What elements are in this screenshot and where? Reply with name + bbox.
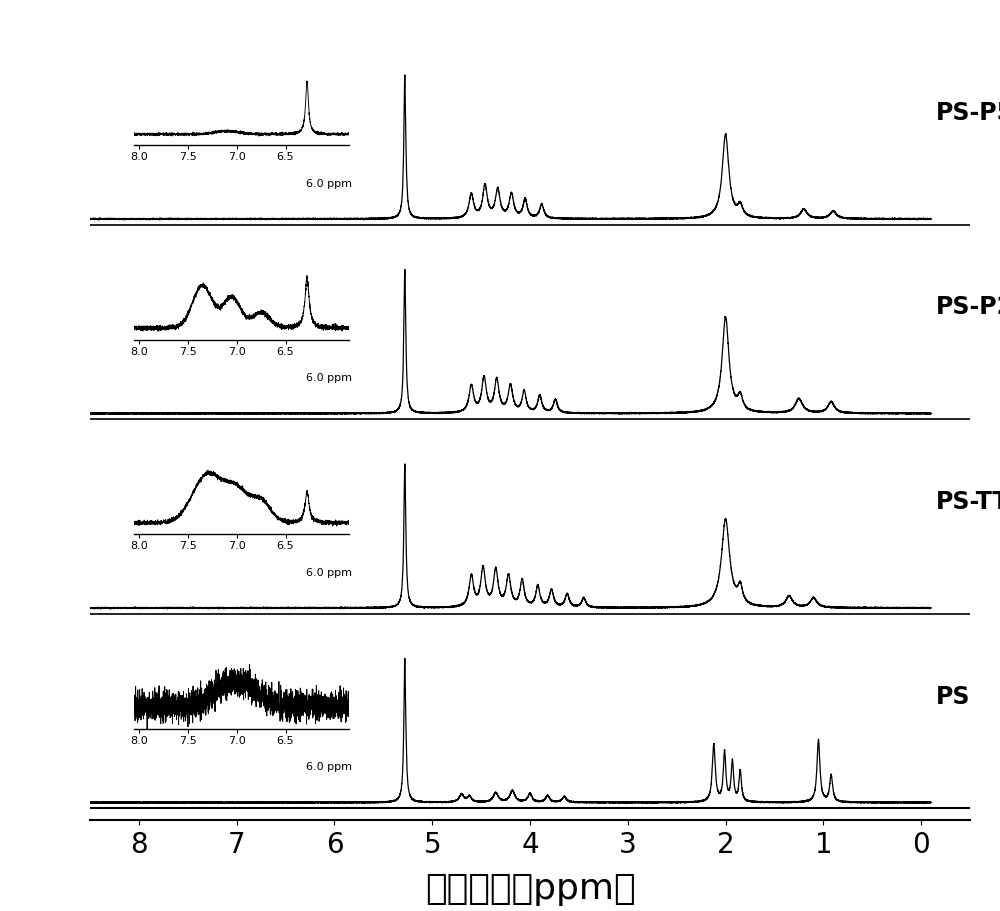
Text: 6.0 ppm: 6.0 ppm bbox=[306, 762, 352, 772]
Text: PS: PS bbox=[936, 684, 970, 708]
Text: PS-P2K-TT: PS-P2K-TT bbox=[936, 295, 1000, 319]
X-axis label: 化学漂移（ppm）: 化学漂移（ppm） bbox=[425, 872, 635, 906]
Text: 6.0 ppm: 6.0 ppm bbox=[306, 567, 352, 577]
Text: PS-TT: PS-TT bbox=[936, 489, 1000, 514]
Text: 6.0 ppm: 6.0 ppm bbox=[306, 179, 352, 189]
Text: PS-P5K-TT: PS-P5K-TT bbox=[936, 101, 1000, 125]
Text: 6.0 ppm: 6.0 ppm bbox=[306, 373, 352, 383]
